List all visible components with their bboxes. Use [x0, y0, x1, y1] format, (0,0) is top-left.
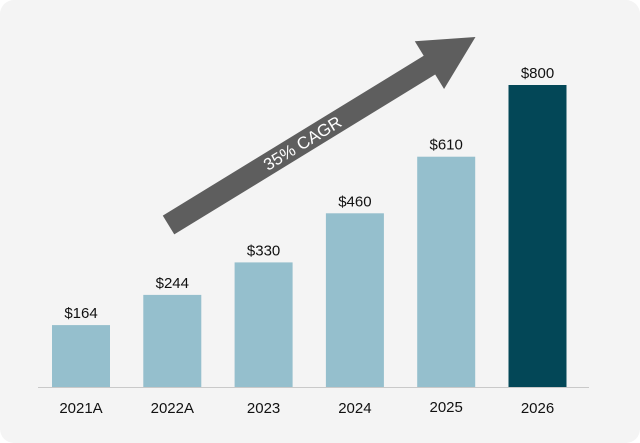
bar-2024 — [325, 213, 384, 387]
value-label-2023: $330 — [247, 242, 280, 259]
x-tick-label-2026: 2026 — [521, 400, 554, 417]
bar-2026 — [508, 85, 567, 387]
x-tick-label-2024: 2024 — [338, 400, 371, 417]
bar-2022a — [143, 294, 202, 387]
bars-group — [52, 85, 567, 387]
cagr-label: 35% CAGR — [260, 112, 345, 174]
x-tick-label-2021a: 2021A — [59, 400, 102, 417]
x-tick-label-2022a: 2022A — [151, 400, 194, 417]
cagr-arrow-shape — [162, 36, 476, 235]
x-tick-labels-group: 2021A 2022A 2023 2024 2025 2026 — [59, 399, 554, 417]
value-label-2021a: $164 — [64, 305, 97, 322]
x-tick-label-2023: 2023 — [247, 400, 280, 417]
bar-2023 — [234, 262, 293, 387]
bar-2025 — [417, 156, 476, 387]
bar-2021a — [52, 325, 110, 387]
value-label-2026: $800 — [521, 65, 554, 82]
value-labels-group: $164 $244 $330 $460 $610 $800 — [64, 65, 554, 322]
value-label-2022a: $244 — [156, 275, 189, 292]
x-tick-label-2025: 2025 — [430, 399, 463, 416]
value-label-2024: $460 — [338, 193, 371, 210]
value-label-2025: $610 — [430, 137, 463, 154]
